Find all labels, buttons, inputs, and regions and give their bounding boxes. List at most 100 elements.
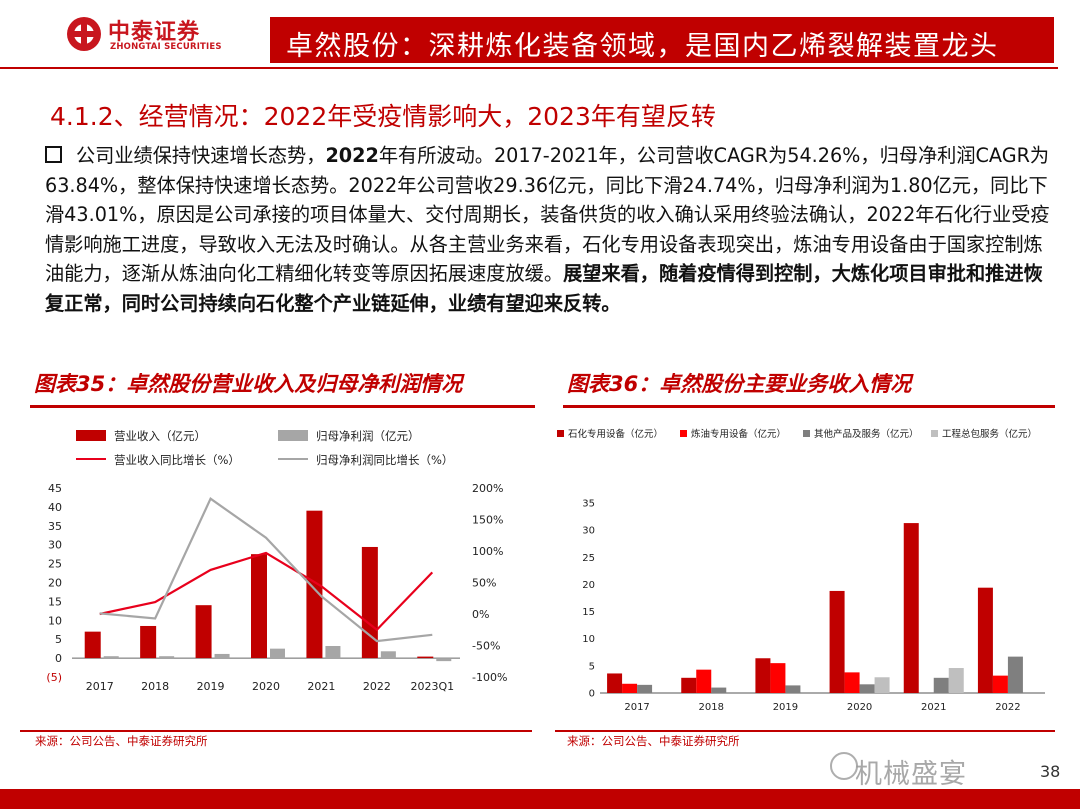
paragraph-bold-year: 2022 — [325, 144, 379, 167]
zhongtai-logo-icon — [67, 17, 101, 51]
legend-swatch — [557, 430, 564, 437]
page-number: 38 — [1040, 762, 1061, 781]
y-left-tick-label: 0 — [55, 652, 62, 665]
bullet-square-icon — [45, 146, 62, 163]
x-tick-label: 2018 — [141, 680, 169, 693]
section-heading: 4.1.2、经营情况：2022年受疫情影响大，2023年有望反转 — [50, 102, 716, 131]
bar — [681, 677, 697, 693]
x-tick-label: 2020 — [847, 702, 872, 712]
legend-swatch — [931, 430, 938, 437]
bar — [361, 546, 378, 659]
brand-name-cn: 中泰证券 — [108, 20, 201, 45]
bar — [159, 656, 175, 659]
y-tick-label: 5 — [589, 661, 595, 672]
bar — [270, 648, 285, 659]
y-left-tick-label: 10 — [48, 614, 62, 627]
chart35-plot: 营业收入（亿元） 归母净利润（亿元） 营业收入同比增长（%） 归母净利润同比增长（%）… — [46, 429, 507, 693]
legend-label: 其他产品及服务（亿元） — [814, 428, 919, 440]
chart35-title: 图表35：卓然股份营业收入及归母净利润情况 — [30, 368, 535, 408]
bar — [1007, 656, 1023, 693]
y-left-tick-label: (5) — [46, 671, 62, 684]
y-tick-label: 0 — [589, 689, 595, 700]
bar — [84, 631, 101, 659]
bar — [992, 675, 1008, 693]
x-tick-label: 2017 — [624, 702, 649, 712]
bar — [436, 658, 452, 662]
bar — [195, 605, 212, 659]
y-left-tick-label: 45 — [48, 482, 62, 495]
y-left-tick-label: 40 — [48, 501, 62, 514]
y-tick-label: 35 — [582, 499, 595, 510]
bar — [844, 672, 860, 693]
x-tick-label: 2018 — [699, 702, 724, 712]
y-left-tick-label: 30 — [48, 539, 62, 552]
x-tick-label: 2021 — [921, 702, 946, 712]
paragraph-text-1: 公司业绩保持快速增长态势， — [76, 144, 326, 167]
bar — [948, 668, 964, 693]
x-tick-label: 2023Q1 — [410, 680, 454, 693]
legend-swatch — [278, 430, 308, 441]
bar — [251, 554, 267, 659]
footer-bar — [0, 789, 1080, 809]
bar — [214, 653, 230, 659]
chart36-title: 图表36：卓然股份主要业务收入情况 — [563, 368, 1055, 408]
bar — [770, 663, 786, 693]
bar — [696, 669, 712, 693]
y-right-tick-label: 150% — [472, 514, 503, 527]
bar — [622, 683, 638, 693]
bar — [140, 625, 157, 659]
bar — [711, 687, 727, 693]
bar — [903, 523, 919, 693]
bar — [977, 587, 993, 693]
bar — [637, 684, 653, 693]
x-tick-label: 2022 — [363, 680, 391, 693]
x-tick-label: 2019 — [773, 702, 798, 712]
x-tick-label: 2020 — [252, 680, 280, 693]
paragraph-text-2: 年有所波动。2017-2021年，公司营收CAGR为54.26%，归母净利润CA… — [45, 144, 1050, 285]
legend-label: 营业收入同比增长（%） — [114, 453, 240, 467]
bar — [874, 677, 890, 693]
body-paragraph: 公司业绩保持快速增长态势，2022年有所波动。2017-2021年，公司营收CA… — [45, 141, 1055, 318]
bar — [859, 684, 875, 693]
y-tick-label: 20 — [582, 580, 595, 591]
chart35-frame — [20, 408, 532, 732]
y-tick-label: 15 — [582, 607, 595, 618]
x-tick-label: 2019 — [197, 680, 225, 693]
y-right-tick-label: 0% — [472, 608, 489, 621]
y-right-tick-label: -50% — [472, 640, 500, 653]
legend-swatch — [680, 430, 687, 437]
y-left-tick-label: 35 — [48, 520, 62, 533]
bar — [607, 673, 623, 693]
header-divider — [0, 67, 1058, 69]
y-left-tick-label: 5 — [55, 633, 62, 646]
legend-label: 炼油专用设备（亿元） — [691, 428, 786, 440]
legend-swatch — [803, 430, 810, 437]
x-tick-label: 2021 — [307, 680, 335, 693]
legend-label: 归母净利润（亿元） — [316, 429, 420, 443]
y-tick-label: 30 — [582, 526, 595, 537]
y-left-tick-label: 20 — [48, 577, 62, 590]
y-right-tick-label: 50% — [472, 577, 496, 590]
page-title: 卓然股份：深耕炼化装备领域，是国内乙烯裂解装置龙头 — [286, 31, 999, 62]
bar — [829, 590, 845, 693]
y-left-tick-label: 15 — [48, 595, 62, 608]
bar — [103, 656, 119, 659]
bar — [306, 510, 323, 659]
y-right-tick-label: 100% — [472, 545, 503, 558]
series-line — [99, 551, 434, 632]
legend-swatch — [76, 430, 106, 441]
chart36-plot: 石化专用设备（亿元） 炼油专用设备（亿元） 其他产品及服务（亿元） 工程总包服务（亿元… — [557, 428, 1045, 712]
bar — [380, 651, 396, 659]
watermark: 机械盛宴 — [855, 759, 967, 790]
y-left-tick-label: 25 — [48, 558, 62, 571]
bar — [933, 677, 949, 693]
paragraph-bold-outlook: 展望来看，随着疫情得到控制，大炼化项目审批和推进恢复正常，同时公司持续向石化整个… — [45, 262, 1043, 315]
brand-name-en: ZHONGTAI SECURITIES — [110, 42, 222, 52]
chart35-source: 来源：公司公告、中泰证券研究所 — [35, 734, 208, 748]
legend-label: 工程总包服务（亿元） — [942, 428, 1037, 440]
bar — [417, 656, 434, 659]
series-line — [99, 497, 433, 643]
y-right-tick-label: 200% — [472, 482, 503, 495]
y-tick-label: 10 — [582, 634, 595, 645]
bar — [785, 685, 801, 693]
